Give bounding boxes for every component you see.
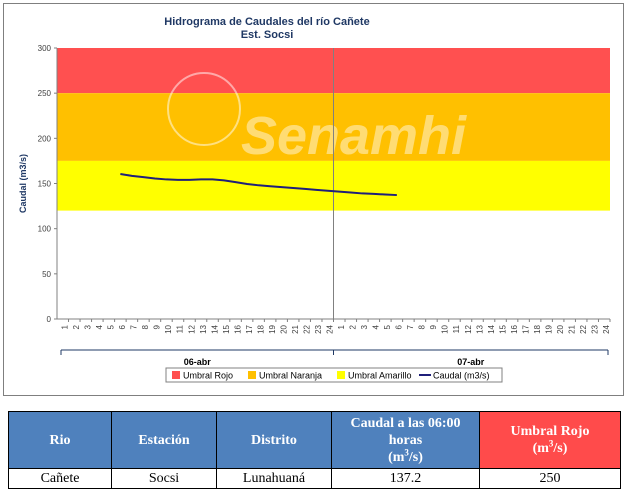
x-tick-label: 9: [153, 324, 162, 329]
legend-label: Umbral Amarillo: [348, 371, 412, 381]
y-tick-label: 100: [38, 225, 52, 234]
x-tick-label: 5: [383, 324, 392, 329]
header-rio: Rio: [8, 411, 112, 469]
unit-exp: 3: [404, 446, 409, 457]
x-tick-label: 13: [475, 324, 484, 333]
x-tick-label: 11: [452, 324, 461, 333]
day-label: 06-abr: [184, 357, 212, 367]
cell-umbral-rojo: 250: [479, 468, 621, 489]
x-tick-label: 10: [441, 324, 450, 333]
x-tick-label: 16: [233, 324, 242, 333]
x-tick-label: 20: [556, 324, 565, 333]
x-tick-label: 21: [567, 324, 576, 333]
x-tick-label: 4: [372, 324, 381, 329]
x-tick-label: 15: [498, 324, 507, 333]
x-tick-label: 24: [602, 324, 611, 333]
day-label: 07-abr: [457, 357, 485, 367]
x-tick-label: 6: [118, 324, 127, 329]
x-tick-label: 12: [464, 324, 473, 333]
x-tick-label: 19: [268, 324, 277, 333]
x-tick-label: 2: [72, 324, 81, 329]
chart-subtitle: Est. Socsi: [241, 29, 294, 41]
header-umbral-label: Umbral Rojo: [510, 424, 590, 439]
legend-label: Umbral Naranja: [259, 371, 322, 381]
chart-frame: Senamhi 0 50 100 150 200 250 300 1 2 3 4 5 6 7 8 9 10 11 12…: [3, 3, 624, 396]
x-tick-label: 15: [222, 324, 231, 333]
x-tick-label: 1: [337, 324, 346, 329]
cell-distrito: Lunahuaná: [216, 468, 332, 489]
chart-title: Hidrograma de Caudales del río Cañete: [164, 16, 369, 28]
legend-label: Umbral Rojo: [183, 371, 233, 381]
cell-caudal: 137.2: [331, 468, 480, 489]
x-tick-label: 9: [429, 324, 438, 329]
x-tick-label: 8: [141, 324, 150, 329]
table-row: Cañete Socsi Lunahuaná 137.2 250: [8, 468, 621, 489]
x-tick-label: 1: [61, 324, 70, 329]
y-tick-label: 0: [47, 315, 52, 324]
x-tick-label: 17: [245, 324, 254, 333]
y-tick-label: 50: [42, 270, 51, 279]
unit-m: m: [392, 449, 405, 465]
unit-s: /s: [408, 449, 419, 465]
x-tick-label: 7: [406, 324, 415, 329]
x-tick-label: 5: [107, 324, 116, 329]
x-tick-label: 22: [579, 324, 588, 333]
x-tick-label: 16: [510, 324, 519, 333]
x-tick-label: 18: [256, 324, 265, 333]
x-tick-label: 20: [279, 324, 288, 333]
y-tick-label: 200: [38, 134, 52, 143]
x-tick-label: 22: [302, 324, 311, 333]
table-header-row: Rio Estación Distrito Caudal a las 06:00…: [8, 411, 621, 469]
station-info-table: Rio Estación Distrito Caudal a las 06:00…: [8, 411, 621, 489]
unit-m-2: m: [537, 441, 549, 456]
x-tick-label: 14: [210, 324, 219, 333]
x-tick-label: 17: [521, 324, 530, 333]
x-tick-label: 3: [84, 324, 93, 329]
x-tick-label: 23: [590, 324, 599, 333]
x-tick-label: 4: [95, 324, 104, 329]
legend-swatch: [248, 371, 256, 379]
header-caudal: Caudal a las 06:00 horas (m3/s): [331, 411, 480, 469]
y-tick-label: 300: [38, 44, 52, 53]
series-line-caudal: [120, 173, 397, 197]
x-tick-label: 8: [418, 324, 427, 329]
x-tick-label: 19: [544, 324, 553, 333]
x-tick-label: 10: [164, 324, 173, 333]
header-estacion: Estación: [111, 411, 217, 469]
x-tick-label: 11: [176, 324, 185, 333]
legend-swatch: [337, 371, 345, 379]
y-tick-label: 250: [38, 89, 52, 98]
y-axis-label: Caudal (m3/s): [18, 154, 28, 213]
unit-exp-2: 3: [548, 438, 554, 449]
header-umbral-rojo: Umbral Rojo (m3/s): [479, 411, 621, 469]
x-tick-label: 12: [187, 324, 196, 333]
legend-swatch: [172, 371, 180, 379]
x-tick-label: 2: [349, 324, 358, 329]
y-tick-label: 150: [38, 180, 52, 189]
x-tick-label: 13: [199, 324, 208, 333]
cell-estacion: Socsi: [111, 468, 217, 489]
x-tick-label: 23: [314, 324, 323, 333]
legend-label: Caudal (m3/s): [433, 371, 490, 381]
x-tick-label: 3: [360, 324, 369, 329]
x-tick-label: 7: [130, 324, 139, 329]
watermark-text: Senamhi: [241, 106, 467, 166]
x-tick-label: 18: [533, 324, 542, 333]
header-distrito: Distrito: [216, 411, 332, 469]
x-tick-label: 6: [395, 324, 404, 329]
x-tick-label: 14: [487, 324, 496, 333]
x-tick-label: 21: [291, 324, 300, 333]
x-tick-label: 24: [326, 324, 335, 333]
cell-rio: Cañete: [8, 468, 112, 489]
unit-s-2: /s: [553, 441, 563, 456]
header-caudal-label: Caudal a las 06:00 horas: [350, 415, 461, 448]
watermark-sun-icon: [167, 72, 241, 146]
